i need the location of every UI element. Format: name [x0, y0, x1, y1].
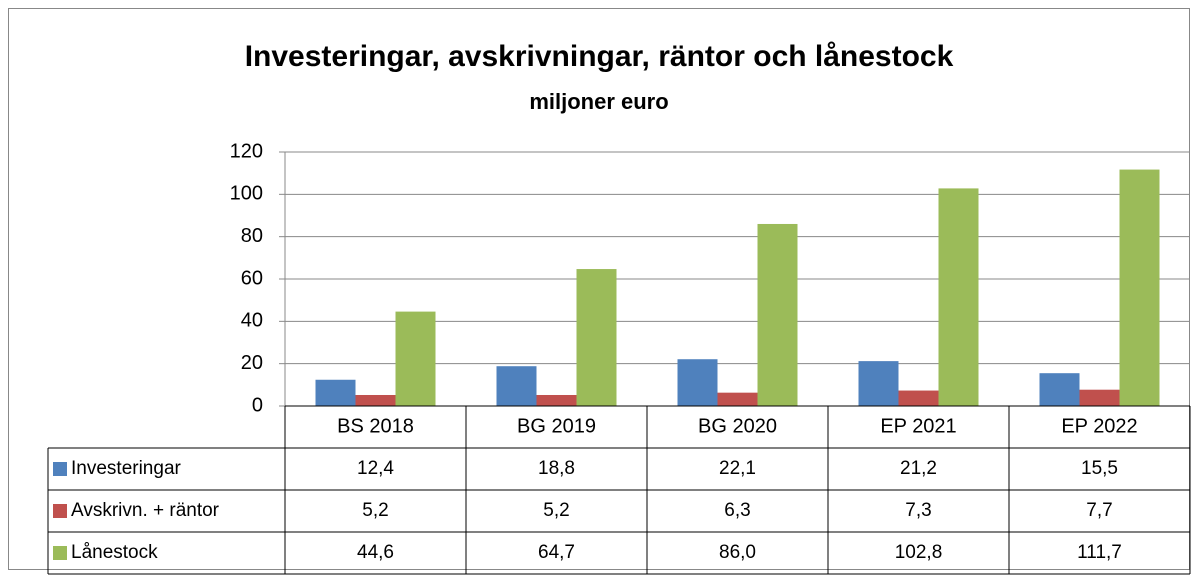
x-tick-label: BG 2019 [517, 415, 596, 437]
legend-label: Avskrivn. + räntor [71, 500, 220, 521]
x-tick-label: BS 2018 [337, 415, 414, 437]
table-cell: 18,8 [538, 458, 575, 479]
x-tick-label: EP 2022 [1061, 415, 1137, 437]
table-cell: 5,2 [543, 500, 569, 521]
bar [315, 379, 356, 406]
table-cell: 64,7 [538, 542, 575, 563]
bar [898, 390, 939, 406]
table-cell: 7,7 [1086, 500, 1112, 521]
y-tick-label: 0 [252, 394, 263, 416]
y-tick-label: 20 [241, 352, 263, 374]
table-cell: 21,2 [900, 458, 937, 479]
table-cell: 15,5 [1081, 458, 1118, 479]
bar [496, 366, 537, 406]
bar [576, 269, 617, 406]
x-tick-label: EP 2021 [880, 415, 956, 437]
bar [395, 311, 436, 406]
table-cell: 111,7 [1077, 542, 1122, 563]
y-tick-label: 80 [241, 225, 263, 247]
y-tick-label: 120 [230, 140, 263, 162]
legend-key [53, 546, 67, 560]
legend-key [53, 504, 67, 518]
table-cell: 44,6 [357, 542, 394, 563]
table-cell: 12,4 [357, 458, 394, 479]
bar [938, 188, 979, 406]
table-cell: 5,2 [362, 500, 388, 521]
bar [757, 223, 798, 406]
y-tick-label: 60 [241, 267, 263, 289]
legend-label: Investeringar [71, 458, 182, 479]
table-cell: 86,0 [719, 542, 756, 563]
x-tick-label: BG 2020 [698, 415, 777, 437]
table-cell: 6,3 [724, 500, 750, 521]
legend-key [53, 462, 67, 476]
legend-label: Lånestock [71, 542, 158, 563]
bar [536, 394, 577, 406]
bar [1119, 169, 1160, 406]
bar [677, 359, 718, 406]
y-tick-label: 40 [241, 310, 263, 332]
bar [1039, 373, 1080, 406]
bar [717, 392, 758, 406]
table-cell: 7,3 [905, 500, 931, 521]
bar [355, 394, 396, 406]
chart-subtitle: miljoner euro [529, 89, 668, 114]
table-cell: 102,8 [895, 542, 943, 563]
y-tick-label: 100 [230, 183, 263, 205]
bar [858, 361, 899, 406]
table-cell: 22,1 [719, 458, 756, 479]
bar [1079, 389, 1120, 406]
chart-title: Investeringar, avskrivningar, räntor och… [245, 40, 954, 73]
